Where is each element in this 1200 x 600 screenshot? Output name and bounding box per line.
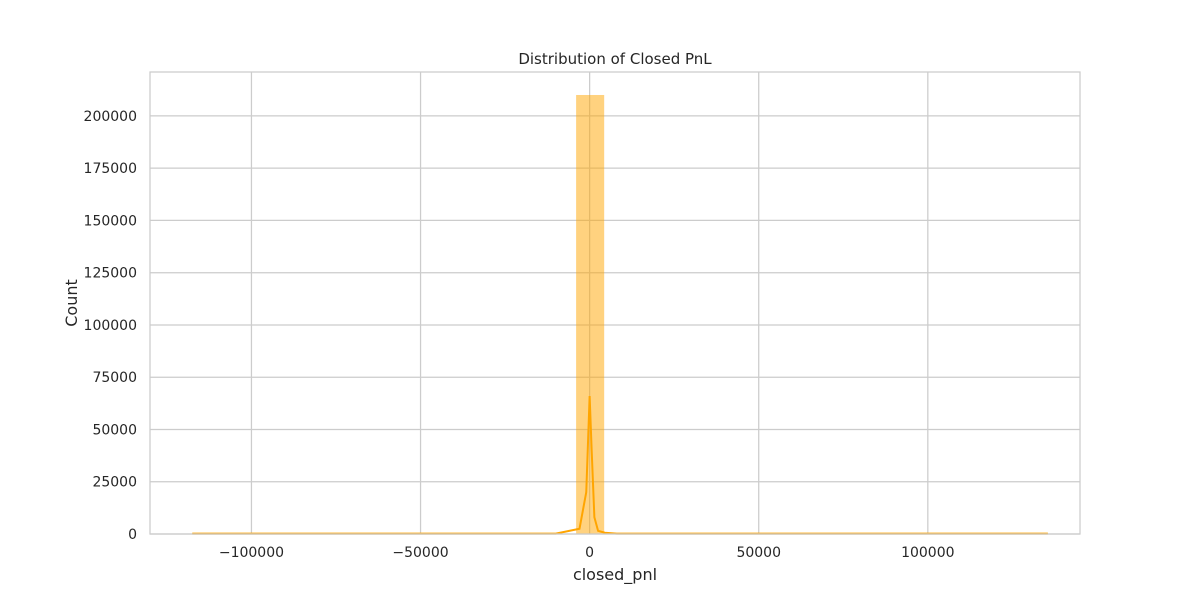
- x-tick-label: 50000: [736, 545, 781, 561]
- y-tick-label: 125000: [84, 266, 137, 282]
- y-axis-label: Count: [62, 279, 81, 327]
- y-tick-label: 0: [128, 527, 137, 543]
- x-tick-label: −100000: [219, 545, 284, 561]
- y-tick-label: 100000: [84, 318, 137, 334]
- x-tick-label: 0: [585, 545, 594, 561]
- y-tick-labels: 0 25000 50000 75000 100000 125000 150000 175000…: [84, 109, 137, 543]
- histogram-bars: [192, 94, 1048, 534]
- x-tick-label: −50000: [392, 545, 448, 561]
- y-tick-label: 150000: [84, 213, 137, 229]
- x-axis-label: closed_pnl: [573, 565, 657, 585]
- x-tick-labels: −100000 −50000 0 50000 100000: [219, 545, 955, 561]
- plot-frame: [149, 71, 1081, 535]
- y-tick-label: 25000: [92, 475, 137, 491]
- x-tick-label: 100000: [901, 545, 954, 561]
- y-tick-label: 200000: [84, 109, 137, 125]
- y-tick-label: 175000: [84, 161, 137, 177]
- y-tick-label: 75000: [92, 370, 137, 386]
- histogram-bar: [590, 94, 605, 534]
- chart-title: Distribution of Closed PnL: [518, 50, 712, 68]
- y-tick-label: 50000: [92, 422, 137, 438]
- plot-area: [150, 72, 1080, 534]
- histogram-bar: [576, 94, 591, 534]
